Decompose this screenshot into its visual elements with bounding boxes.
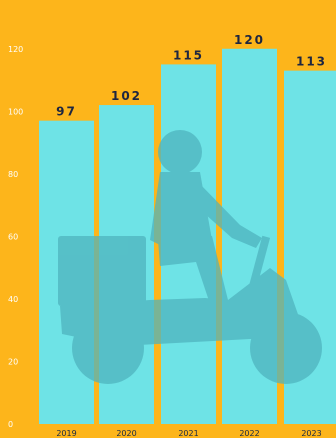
y-tick-label-0: 0 — [8, 420, 13, 429]
y-tick-label-100: 100 — [8, 107, 23, 116]
y-tick-label-20: 20 — [8, 357, 18, 366]
scooter-rider-silhouette-icon — [58, 130, 322, 384]
x-tick-label-2021: 2021 — [178, 429, 198, 438]
value-label-2019: 97 — [56, 105, 77, 119]
value-labels-group: 97 102 115 120 113 — [56, 33, 327, 119]
x-tick-label-2019: 2019 — [56, 429, 76, 438]
y-tick-label-40: 40 — [8, 295, 18, 304]
x-axis: 2019 2020 2021 2022 2023 — [56, 429, 321, 438]
y-tick-label-120: 120 — [8, 45, 23, 54]
x-tick-label-2020: 2020 — [116, 429, 136, 438]
value-label-2021: 115 — [173, 48, 204, 62]
y-tick-label-80: 80 — [8, 170, 18, 179]
value-label-2022: 120 — [234, 33, 265, 47]
y-axis: 0 20 40 60 80 100 120 — [8, 45, 23, 429]
value-label-2020: 102 — [111, 89, 142, 103]
value-label-2023: 113 — [296, 55, 327, 69]
x-tick-label-2023: 2023 — [301, 429, 321, 438]
y-tick-label-60: 60 — [8, 232, 18, 241]
x-tick-label-2022: 2022 — [239, 429, 259, 438]
